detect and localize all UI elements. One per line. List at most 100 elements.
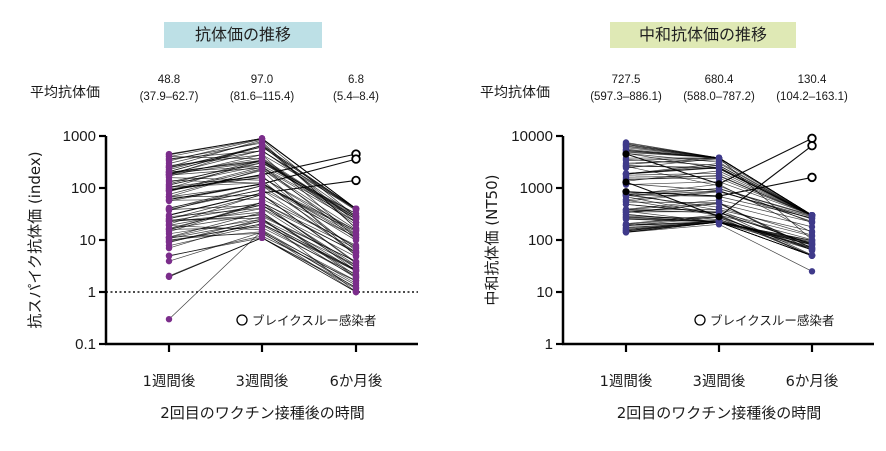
data-point: [165, 228, 173, 235]
data-point: [808, 268, 816, 275]
breakthrough-point: [715, 213, 723, 221]
data-point: [165, 176, 173, 184]
data-point: [622, 164, 630, 172]
data-point: [622, 206, 630, 213]
breakthrough-point: [622, 188, 630, 196]
mean-ci: (597.3–886.1): [590, 91, 662, 103]
data-point: [808, 245, 816, 252]
mean-value-left-6m: 6.8 (5.4–8.4): [301, 72, 411, 106]
data-point: [715, 199, 723, 206]
y-axis-label: 中和抗体価 (NT50): [483, 175, 501, 306]
data-point: [622, 201, 630, 208]
mean-value-right-6m: 130.4 (104.2–163.1): [757, 72, 867, 106]
breakthrough-point: [807, 141, 817, 151]
data-point: [352, 284, 360, 292]
y-axis-label: 抗スパイク抗体価 (index): [26, 151, 44, 328]
x-tick-label: 6か月後: [330, 373, 383, 390]
data-point: [258, 151, 266, 158]
data-point: [258, 135, 266, 142]
subject-line: [168, 232, 357, 286]
data-point: [258, 195, 266, 203]
data-point: [622, 139, 630, 146]
data-point: [352, 258, 360, 265]
data-point: [808, 228, 816, 235]
data-point: [165, 257, 173, 265]
data-point: [622, 229, 630, 236]
data-point: [622, 156, 630, 163]
mean-value: 97.0: [250, 74, 274, 86]
y-tick-label: 1: [545, 336, 553, 353]
breakthrough-point: [715, 180, 723, 188]
data-point: [165, 187, 173, 194]
data-point: [165, 273, 173, 280]
data-point: [808, 211, 816, 219]
data-point: [165, 233, 173, 241]
breakthrough-point: [622, 150, 630, 158]
mean-value: 48.8: [157, 74, 181, 86]
subject-line: [625, 223, 813, 272]
x-tick-label: 6か月後: [786, 373, 839, 390]
data-point: [808, 252, 816, 259]
data-point: [258, 189, 266, 197]
data-point: [165, 162, 173, 169]
data-point: [808, 236, 816, 244]
data-point: [258, 156, 266, 164]
legend-label: ブレイクスルー感染者: [710, 313, 834, 328]
data-point: [165, 211, 173, 219]
breakthrough-point: [622, 178, 630, 186]
breakthrough-point: [351, 154, 361, 164]
subject-line: [168, 237, 357, 293]
data-point: [258, 205, 266, 212]
data-point: [165, 315, 173, 323]
data-point: [352, 232, 360, 239]
y-tick-label: 0.1: [75, 336, 96, 353]
breakthrough-point: [807, 172, 817, 183]
breakthrough-point: [715, 192, 723, 200]
data-point: [808, 218, 816, 225]
data-point: [715, 187, 723, 194]
mean-value: 727.5: [611, 74, 641, 86]
mean-value-left-1w: 48.8 (37.9–62.7): [114, 72, 224, 106]
data-point: [352, 273, 360, 281]
y-tick-label: 10: [79, 232, 96, 249]
data-point: [352, 215, 360, 223]
legend-marker-icon: [694, 314, 706, 326]
legend-label: ブレイクスルー感染者: [252, 313, 376, 328]
y-tick-label: 100: [528, 232, 553, 249]
data-point: [258, 180, 266, 188]
mean-value: 130.4: [797, 74, 827, 86]
subject-line: [168, 237, 357, 290]
data-point: [715, 154, 723, 162]
y-tick-label: 1000: [63, 128, 96, 145]
subject-line: [168, 230, 357, 320]
data-point: [715, 160, 723, 167]
data-point: [715, 174, 723, 182]
y-tick-label: 1000: [520, 180, 553, 197]
data-point: [352, 221, 360, 229]
mean-label-right: 平均抗体価: [480, 85, 550, 101]
y-tick-label: 10: [536, 284, 553, 301]
subject-line: [168, 237, 357, 288]
data-point: [165, 157, 173, 165]
x-tick-label: 1週間後: [600, 373, 653, 390]
data-point: [352, 264, 360, 272]
data-point: [622, 170, 630, 178]
x-tick-label: 3週間後: [236, 373, 289, 390]
mean-ci: (5.4–8.4): [332, 91, 380, 103]
y-tick-label: 100: [71, 180, 96, 197]
data-point: [352, 205, 360, 212]
mean-ci: (81.6–115.4): [229, 91, 295, 103]
data-point: [258, 234, 266, 242]
mean-value-right-1w: 727.5 (597.3–886.1): [571, 72, 681, 106]
data-point: [352, 249, 360, 257]
data-point: [165, 218, 173, 225]
mean-value: 680.4: [704, 74, 734, 86]
mean-value-left-3w: 97.0 (81.6–115.4): [207, 72, 317, 106]
mean-ci: (588.0–787.2): [683, 91, 755, 103]
x-axis-label: 2回目のワクチン接種後の時間: [160, 404, 365, 422]
data-point: [258, 142, 266, 149]
mean-ci: (104.2–163.1): [776, 91, 848, 103]
data-point: [715, 221, 723, 228]
legend-marker-icon: [236, 314, 248, 326]
